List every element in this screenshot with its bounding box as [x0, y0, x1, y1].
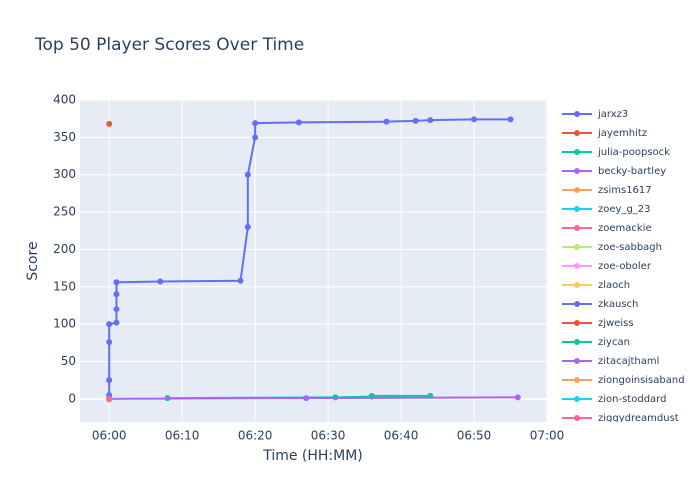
data-point [157, 278, 164, 285]
y-tick-label: 50 [61, 354, 76, 368]
legend[interactable]: jarxz3 jayemhitz julia-poopsock becky-bartl… [562, 109, 685, 424]
y-tick-label: 100 [53, 317, 76, 331]
x-tick-label: 06:30 [311, 429, 346, 443]
plot-background [80, 100, 547, 422]
x-axis-title: Time (HH:MM) [262, 448, 363, 464]
data-point [252, 134, 259, 141]
legend-item[interactable]: zoe-sabbagh [562, 242, 662, 253]
legend-swatch-marker [574, 130, 580, 136]
data-point [113, 319, 120, 326]
legend-label: becky-bartley [598, 166, 666, 177]
legend-item[interactable]: zoe-oboler [562, 261, 652, 272]
y-axis-title: Score [25, 241, 41, 280]
legend-item[interactable]: zoemackie [562, 223, 652, 234]
data-point [514, 394, 521, 401]
legend-label: zjweiss [598, 318, 634, 329]
data-point [113, 279, 120, 286]
legend-item[interactable]: becky-bartley [562, 166, 666, 177]
legend-item[interactable]: jarxz3 [562, 109, 628, 120]
data-point [383, 118, 390, 125]
legend-swatch-marker [574, 263, 580, 269]
legend-item[interactable]: zitacajthaml [562, 356, 659, 367]
data-point [507, 116, 514, 123]
x-tick-label: 06:20 [238, 429, 273, 443]
legend-label: jayemhitz [597, 128, 647, 139]
data-point [113, 306, 120, 313]
data-point [237, 277, 244, 284]
data-point [412, 117, 419, 124]
y-tick-label: 150 [53, 279, 76, 293]
legend-swatch-marker [574, 301, 580, 307]
legend-swatch-marker [574, 206, 580, 212]
x-tick-label: 07:00 [530, 429, 565, 443]
legend-label: zsims1617 [598, 185, 652, 196]
legend-item[interactable]: zkausch [562, 299, 638, 310]
legend-swatch-marker [574, 244, 580, 250]
y-tick-label: 400 [53, 93, 76, 107]
legend-item[interactable]: ziycan [562, 337, 630, 348]
legend-label: ziggydreamdust [598, 413, 679, 424]
legend-label: jarxz3 [597, 109, 628, 120]
legend-item[interactable]: zlaoch [562, 280, 630, 291]
legend-label: zkausch [598, 299, 638, 310]
legend-swatch-marker [574, 225, 580, 231]
legend-swatch-marker [574, 339, 580, 345]
legend-item[interactable]: ziongoinsisaband [562, 375, 685, 386]
legend-item[interactable]: ziggydreamdust [562, 413, 679, 424]
legend-item[interactable]: jayemhitz [562, 128, 647, 139]
legend-swatch-marker [574, 415, 580, 421]
legend-swatch-marker [574, 187, 580, 193]
data-point [106, 120, 113, 127]
axes: 0 50 100 150 200 250 300 350 400 06:00 06:10 06:20 0… [53, 93, 564, 443]
data-point [427, 117, 434, 124]
legend-swatch-marker [574, 320, 580, 326]
data-point [244, 171, 251, 178]
legend-label: ziongoinsisaband [598, 375, 685, 386]
y-tick-label: 0 [68, 391, 76, 405]
y-tick-label: 200 [53, 242, 76, 256]
data-point [244, 224, 251, 231]
data-point [106, 395, 113, 402]
x-tick-label: 06:40 [384, 429, 419, 443]
legend-swatch-marker [574, 149, 580, 155]
legend-label: zitacajthaml [598, 356, 659, 367]
y-tick-label: 350 [53, 130, 76, 144]
y-tick-label: 250 [53, 205, 76, 219]
y-tick-label: 300 [53, 167, 76, 181]
legend-label: zoe-oboler [598, 261, 652, 272]
legend-swatch-marker [574, 168, 580, 174]
x-tick-label: 06:50 [457, 429, 492, 443]
legend-label: zoe-sabbagh [598, 242, 662, 253]
legend-item[interactable]: zoey_g_23 [562, 204, 651, 215]
grid [80, 99, 548, 422]
legend-item[interactable]: zjweiss [562, 318, 634, 329]
chart-title: Top 50 Player Scores Over Time [34, 35, 304, 55]
legend-swatch-marker [574, 111, 580, 117]
data-point [295, 119, 302, 126]
data-point [303, 395, 310, 402]
legend-label: ziycan [598, 337, 630, 348]
legend-label: julia-poopsock [597, 147, 670, 158]
legend-item[interactable]: zion-stoddard [562, 394, 666, 405]
legend-swatch-marker [574, 282, 580, 288]
data-point [113, 291, 120, 298]
data-point [106, 339, 113, 346]
legend-label: zlaoch [598, 280, 630, 291]
legend-label: zion-stoddard [598, 394, 666, 405]
data-point [252, 120, 259, 127]
x-tick-label: 06:10 [165, 429, 200, 443]
data-point [106, 377, 113, 384]
legend-label: zoemackie [598, 223, 652, 234]
data-point [471, 116, 478, 123]
legend-item[interactable]: julia-poopsock [562, 147, 670, 158]
x-tick-label: 06:00 [92, 429, 127, 443]
plot-area [106, 116, 521, 403]
legend-swatch-marker [574, 377, 580, 383]
legend-swatch-marker [574, 358, 580, 364]
data-point [106, 321, 113, 328]
legend-label: zoey_g_23 [598, 204, 651, 215]
legend-item[interactable]: zsims1617 [562, 185, 652, 196]
legend-swatch-marker [574, 396, 580, 402]
